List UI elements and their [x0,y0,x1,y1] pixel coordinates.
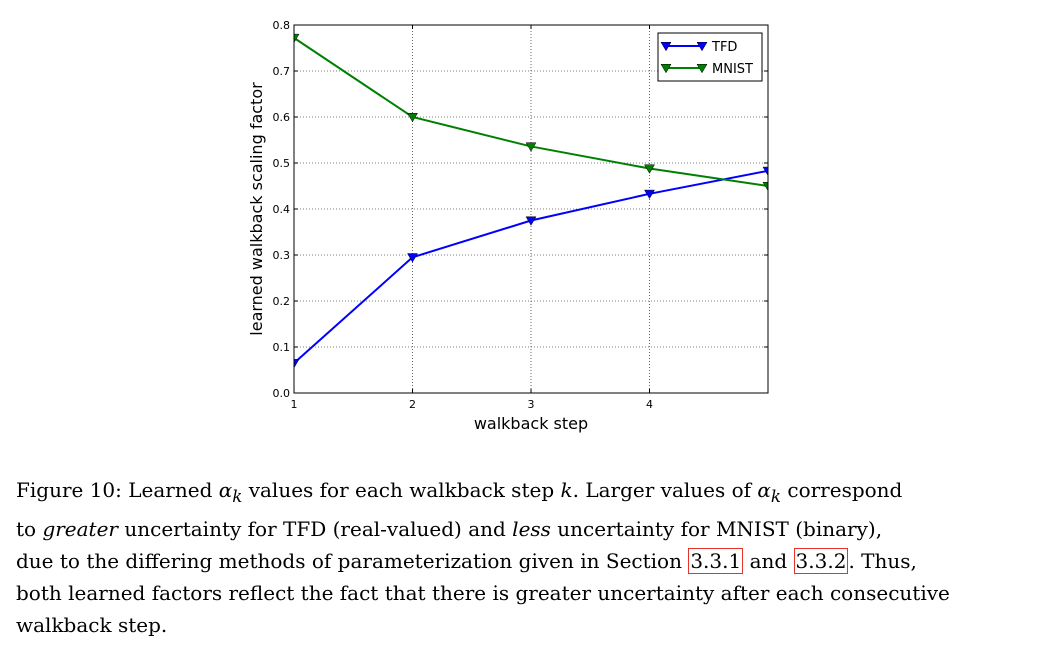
caption-text: . Larger values of [572,478,758,502]
section-ref-link[interactable]: 3.3.2 [793,548,849,574]
x-axis-label: walkback step [474,414,588,433]
data-point-tfd [762,166,768,177]
legend-marker-mnist [696,64,708,74]
y-tick-label: 0.5 [273,157,291,170]
series-markers [294,33,768,369]
data-point-mnist [294,33,300,44]
x-axis-ticks: 1 2 3 4 [291,25,653,411]
y-tick-label: 0.1 [273,341,291,354]
emphasis-greater: greater [42,517,118,541]
y-tick-label: 0.3 [273,249,291,262]
caption-text: Figure 10: Learned [16,478,219,502]
data-point-tfd [525,216,537,226]
caption-text: uncertainty for MNIST (binary), [550,517,883,541]
legend-label-tfd: TFD [711,40,737,55]
legend-marker-tfd [696,42,708,52]
y-tick-label: 0.7 [273,65,291,78]
alpha-subscript: k [770,487,782,506]
figure-caption: Figure 10: Learned αk values for each wa… [16,474,1046,641]
section-ref-link[interactable]: 3.3.1 [688,548,744,574]
caption-line-3: due to the differing methods of paramete… [16,545,1046,577]
legend-label-mnist: MNIST [712,62,753,77]
alpha-symbol: α [218,478,233,502]
data-point-mnist [762,182,768,192]
x-tick-label: 3 [528,398,535,411]
y-tick-label: 0.4 [273,203,291,216]
y-tick-label: 0.2 [273,295,291,308]
caption-text: due to the differing methods of paramete… [16,549,689,573]
data-point-tfd [294,359,300,369]
alpha-symbol: α [757,478,771,502]
y-tick-label: 0.8 [273,19,291,32]
grid-lines [294,25,768,393]
emphasis-less: less [512,517,551,541]
data-point-mnist [644,164,655,174]
legend-box [657,32,763,82]
series-lines [294,37,768,364]
caption-text: uncertainty for TFD (real-valued) and [118,517,513,541]
x-tick-label: 4 [646,398,653,411]
y-tick-label: 0.6 [273,111,291,124]
caption-text: . Thus, [848,549,917,573]
y-axis-ticks: 0.0 0.1 0.2 0.3 0.4 0.5 0.6 0.7 0.8 [273,19,768,400]
data-point-tfd [407,253,418,263]
chart: 1 2 3 4 0.0 0.1 0.2 0.3 0.4 0.5 0.6 0.7 0.8 walkbac… [247,19,769,433]
caption-text: values for each walkback step [242,478,561,502]
caption-line-2: to greater uncertainty for TFD (real-val… [16,513,1046,545]
x-tick-label: 1 [291,398,298,411]
data-point-mnist [407,113,418,123]
data-point-tfd [644,189,655,200]
y-tick-label: 0.0 [273,387,291,400]
legend: TFD MNIST [657,32,763,82]
caption-text: to [16,517,43,541]
k-symbol: k [560,478,573,502]
caption-text: correspond [781,478,903,502]
caption-text: and [743,549,794,573]
y-axis-label: learned walkback scaling factor [247,82,266,336]
caption-line-1: Figure 10: Learned αk values for each wa… [16,474,1046,513]
caption-line-5: walkback step. [16,613,168,637]
alpha-subscript: k [232,487,243,506]
legend-marker-mnist [660,64,672,74]
data-point-mnist [525,142,537,152]
x-tick-label: 2 [409,398,416,411]
caption-line-4: both learned factors reflect the fact th… [16,581,950,605]
legend-marker-tfd [660,42,672,52]
